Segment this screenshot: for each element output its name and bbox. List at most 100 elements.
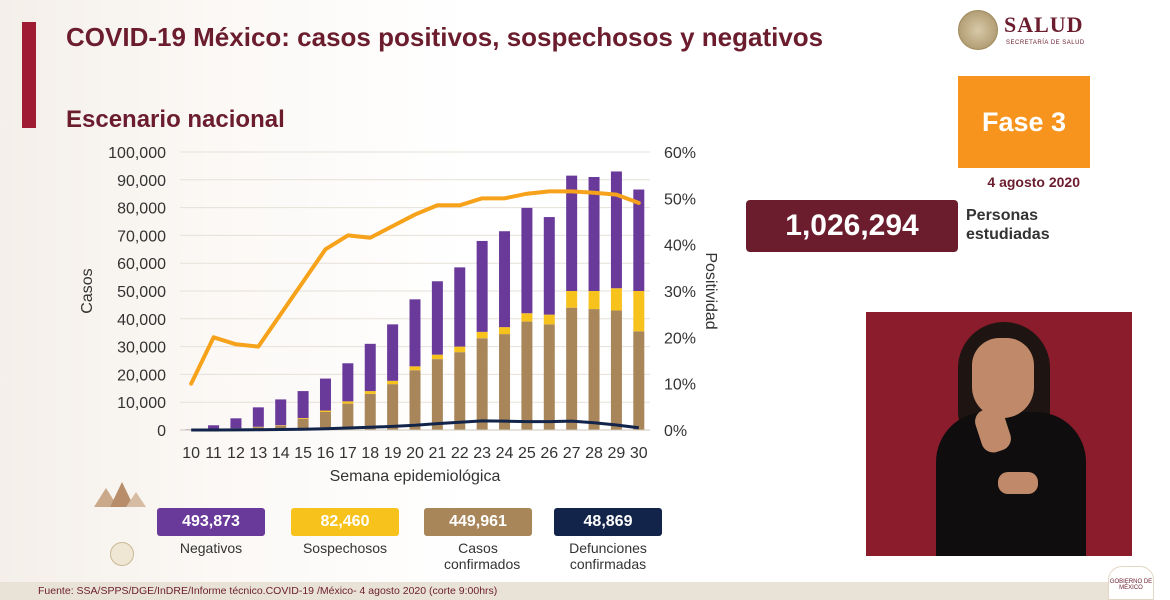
logo-subtitle: SECRETARÍA DE SALUD xyxy=(1006,40,1085,46)
bar-negativos xyxy=(566,175,578,291)
bar-confirmados xyxy=(499,334,511,430)
bar-negativos xyxy=(252,407,264,427)
x-tick-label: 23 xyxy=(473,445,491,462)
bar-sospechosos xyxy=(610,288,622,311)
x-tick-label: 12 xyxy=(227,445,245,462)
y2-tick-label: 10% xyxy=(664,377,696,394)
bar-confirmados xyxy=(319,411,331,430)
y2-tick-label: 20% xyxy=(664,330,696,347)
bar-confirmados xyxy=(476,338,488,430)
gobierno-mexico-logo: GOBIERNO DE MÉXICO xyxy=(1108,566,1154,600)
page-title: COVID-19 México: casos positivos, sospec… xyxy=(66,22,824,52)
bar-sospechosos xyxy=(499,327,511,335)
pyramid-illustration xyxy=(92,480,148,508)
bar-sospechosos xyxy=(275,425,287,426)
y-tick-label: 70,000 xyxy=(117,228,166,245)
persons-studied-value: 1,026,294 xyxy=(746,200,958,252)
bar-negativos xyxy=(297,391,309,419)
x-tick-label: 24 xyxy=(496,445,514,462)
bar-sospechosos xyxy=(543,314,555,325)
y-tick-label: 30,000 xyxy=(117,340,166,357)
y2-tick-label: 30% xyxy=(664,284,696,301)
x-tick-label: 16 xyxy=(317,445,335,462)
legend-negativos: 493,873 xyxy=(157,508,265,536)
legend-confirmados-label: Casos confirmados xyxy=(444,540,521,573)
bar-negativos xyxy=(633,189,645,291)
y-tick-label: 60,000 xyxy=(117,256,166,273)
x-tick-label: 27 xyxy=(563,445,581,462)
bar-sospechosos xyxy=(387,380,399,385)
y-tick-label: 40,000 xyxy=(117,312,166,329)
y-tick-label: 90,000 xyxy=(117,173,166,190)
bar-confirmados xyxy=(566,307,578,430)
x-axis-title: Semana epidemiológica xyxy=(330,468,501,485)
y-tick-label: 50,000 xyxy=(117,284,166,301)
x-tick-label: 10 xyxy=(182,445,200,462)
x-tick-label: 26 xyxy=(540,445,558,462)
bar-confirmados xyxy=(275,425,287,430)
bar-negativos xyxy=(319,378,331,411)
bar-confirmados xyxy=(297,418,309,430)
bar-negativos xyxy=(521,207,533,314)
source-footnote: Fuente: SSA/SPPS/DGE/InDRE/Informe técni… xyxy=(0,582,1110,600)
bar-negativos xyxy=(454,267,466,347)
bar-sospechosos xyxy=(431,354,443,360)
bar-negativos xyxy=(409,299,421,367)
legend-sospechosos-label: Sospechosos xyxy=(302,540,388,556)
y-tick-label: 20,000 xyxy=(117,367,166,384)
logo-word: SALUD xyxy=(1004,12,1084,37)
bar-sospechosos xyxy=(364,391,376,394)
legend-negativos-label: Negativos xyxy=(179,540,243,556)
bar-sospechosos xyxy=(342,401,354,404)
seal-watermark-icon xyxy=(110,542,134,566)
y-tick-label: 0 xyxy=(157,423,166,440)
legend-defunciones-value: 48,869 xyxy=(583,513,633,530)
bar-confirmados xyxy=(521,321,533,430)
legend-negativos-value: 493,873 xyxy=(182,513,240,530)
bar-negativos xyxy=(275,399,287,426)
bar-negativos xyxy=(364,343,376,392)
coat-of-arms-icon xyxy=(958,10,998,50)
bar-sospechosos xyxy=(633,291,645,332)
y2-tick-label: 40% xyxy=(664,238,696,255)
y2-tick-label: 0% xyxy=(664,423,687,440)
bar-sospechosos xyxy=(454,346,466,353)
bar-sospechosos xyxy=(476,331,488,339)
x-tick-label: 30 xyxy=(630,445,648,462)
x-tick-label: 17 xyxy=(339,445,357,462)
legend-confirmados-value: 449,961 xyxy=(449,513,507,530)
bar-negativos xyxy=(499,231,511,328)
y2-tick-label: 60% xyxy=(664,145,696,162)
legend-sospechosos: 82,460 xyxy=(291,508,399,536)
bar-confirmados xyxy=(409,370,421,430)
bar-confirmados xyxy=(588,309,600,430)
bar-negativos xyxy=(208,425,220,430)
legend-confirmados: 449,961 xyxy=(424,508,532,536)
x-tick-label: 11 xyxy=(205,445,222,462)
bar-sospechosos xyxy=(409,366,421,371)
y-tick-label: 100,000 xyxy=(108,145,166,162)
positividad-line xyxy=(189,189,641,386)
x-tick-label: 22 xyxy=(451,445,469,462)
x-tick-label: 25 xyxy=(518,445,536,462)
bar-negativos xyxy=(387,324,399,381)
bar-negativos xyxy=(342,363,354,402)
sign-language-interpreter-video xyxy=(866,312,1132,556)
x-tick-label: 21 xyxy=(428,445,446,462)
bar-confirmados xyxy=(610,310,622,430)
bar-sospechosos xyxy=(566,291,578,308)
bar-sospechosos xyxy=(588,291,600,310)
bar-confirmados xyxy=(364,393,376,430)
cases-chart: 0 10,000 20,000 30,000 40,000 50,000 60,000 70,… xyxy=(79,145,719,485)
bar-negativos xyxy=(230,418,242,429)
x-tick-label: 15 xyxy=(294,445,312,462)
legend-sospechosos-value: 82,460 xyxy=(320,513,370,530)
salud-logo: SALUD SECRETARÍA DE SALUD xyxy=(956,8,1096,54)
bar-sospechosos xyxy=(319,410,331,412)
bar-confirmados xyxy=(342,403,354,430)
x-tick-label: 19 xyxy=(384,445,402,462)
title-accent-bar xyxy=(22,22,36,128)
y-axis-title: Casos xyxy=(79,268,96,313)
defunciones-line xyxy=(191,419,639,432)
bar-negativos xyxy=(431,281,443,355)
